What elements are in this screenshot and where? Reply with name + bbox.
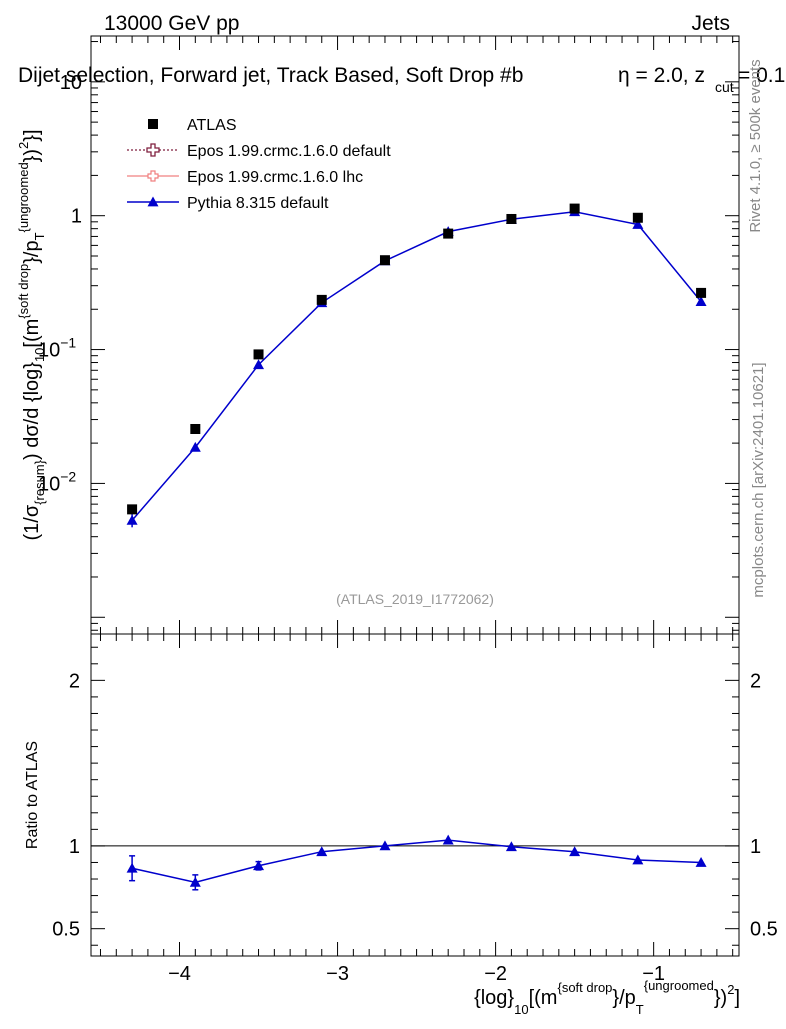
rivet-label: Rivet 4.1.0, ≥ 500k events [747,59,764,232]
y-tick-label: 1 [71,206,82,228]
x-tick-label: −4 [168,963,191,985]
top-panel-data [126,203,707,528]
y-tick-label-left: 1 [69,836,80,858]
legend-marker-triangle [147,196,159,207]
atlas-point [190,423,201,434]
legend-label: Epos 1.99.crmc.1.6.0 default [187,143,391,160]
legend-label: Pythia 8.315 default [187,195,329,212]
ratio-point [379,840,391,851]
pythia-line [131,211,702,521]
pythia-point [253,359,265,370]
analysis-watermark: (ATLAS_2019_I1772062) [336,591,494,607]
atlas-point [379,255,390,266]
plot-title-cut-sub: cut [715,79,734,95]
legend: ATLAS Epos 1.99.crmc.1.6.0 default Epos 1.… [127,117,391,212]
plot-title-cut-val: = 0.1 [738,64,785,87]
bottom-panel-frame [90,633,740,957]
y-tick-label-right: 0.5 [750,919,778,941]
plot-title: Dijet selection, Forward jet, Track Base… [18,64,523,87]
legend-entry: Epos 1.99.crmc.1.6.0 default [127,143,391,160]
plot-title-main: Dijet selection, Forward jet, Track Base… [18,64,523,87]
ratio-point [253,860,265,871]
x-axis-label: {log}10[(m{soft drop}/pT{ungroomed})2] [474,978,740,1017]
plot-title-beta: η = 2.0, z [618,64,705,87]
ratio-point [569,846,581,857]
ratio-point [505,841,517,852]
x-tick-label: −2 [484,963,507,985]
y-axis-label-top: (1/σ{resum}) dσ/d {log}10[(m{soft drop}/… [16,129,47,540]
atlas-point [506,213,517,224]
legend-entry: Pythia 8.315 default [127,195,329,212]
atlas-point [443,228,454,239]
legend-marker-square [148,119,158,129]
y-tick-label: 10 [60,72,82,94]
header-energy: 13000 GeV pp [104,12,239,35]
x-tick-label: −3 [326,963,349,985]
bottom-panel-data [126,834,707,891]
legend-label: Epos 1.99.crmc.1.6.0 lhc [187,169,363,186]
y-tick-label-right: 1 [750,836,761,858]
atlas-point [253,349,264,360]
top-axis-ticks: 10−2 10−1 1 10 [38,41,739,631]
x-axis-ticks: −4 −3 −2 −1 [99,36,734,985]
pythia-point [695,296,707,307]
ratio-point [442,834,454,845]
legend-entry: Epos 1.99.crmc.1.6.0 lhc [127,169,363,186]
y-tick-label-left: 2 [69,670,80,692]
atlas-point [316,294,327,305]
pythia-point [189,441,201,452]
ratio-point [189,876,201,887]
y-tick-label: 10−2 [38,468,76,495]
x-tick-label: −1 [642,963,665,985]
bottom-axis-ticks: 0.5 0.5 1 1 2 2 [52,646,778,946]
y-tick-label-right: 2 [750,670,761,692]
atlas-point [696,287,707,298]
atlas-point [569,203,580,214]
y-axis-label-bottom: Ratio to ATLAS [24,741,41,849]
legend-marker-cross [146,143,160,157]
ratio-point [316,846,328,857]
pythia-point [632,218,644,229]
atlas-point [632,212,643,223]
ratio-point [632,854,644,865]
legend-entry: ATLAS [148,117,237,134]
legend-marker-cross [147,170,159,182]
atlas-point [127,504,138,515]
ratio-line [131,839,702,884]
header-process: Jets [691,12,730,35]
pythia-point [126,514,138,525]
legend-label: ATLAS [187,117,237,134]
y-tick-label-left: 0.5 [52,919,80,941]
ratio-point [126,862,138,873]
ratio-point [695,856,707,867]
y-tick-label: 10−1 [38,335,76,362]
mcplots-label: mcplots.cern.ch [arXiv:2401.10621] [750,362,767,597]
